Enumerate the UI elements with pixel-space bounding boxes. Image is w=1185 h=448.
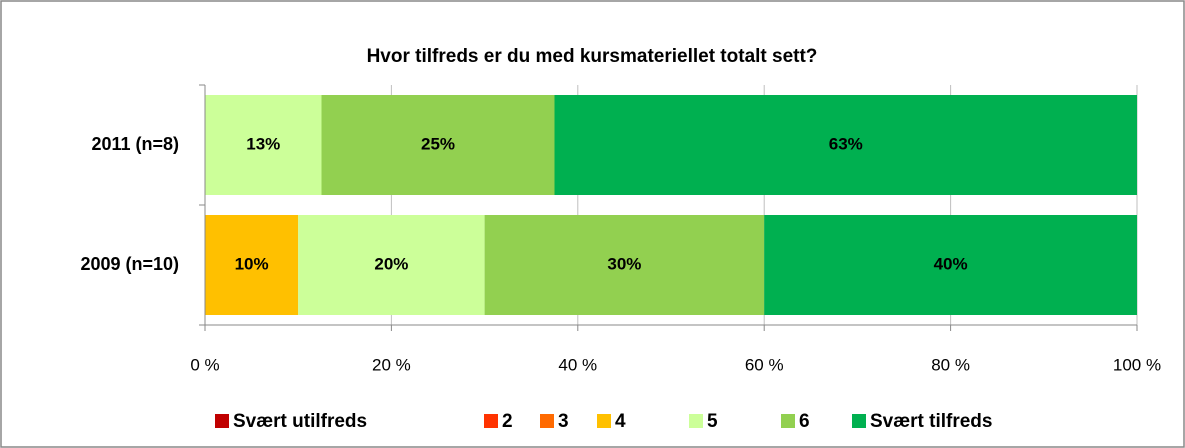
- bar-segment: [205, 215, 299, 315]
- x-tick-label: 60 %: [745, 355, 784, 374]
- data-label: 10%: [235, 254, 269, 273]
- legend-swatch: [215, 414, 229, 428]
- data-label: 13%: [246, 134, 280, 153]
- chart-title: Hvor tilfreds er du med kursmateriellet …: [367, 46, 818, 67]
- x-tick-label: 80 %: [931, 355, 970, 374]
- data-label: 20%: [374, 254, 408, 273]
- legend-label: 3: [558, 411, 569, 432]
- bar-segment: [764, 215, 1137, 315]
- y-tick-label: 2009 (n=10): [80, 254, 179, 274]
- legend-swatch: [689, 414, 703, 428]
- legend-label: 6: [799, 411, 810, 432]
- data-label: 25%: [421, 134, 455, 153]
- x-tick-label: 40 %: [558, 355, 597, 374]
- legend-label: Svært utilfreds: [233, 411, 367, 432]
- bar-segment: [321, 95, 555, 195]
- legend-label: 5: [707, 411, 718, 432]
- x-tick-label: 20 %: [372, 355, 411, 374]
- legend-label: 4: [615, 411, 626, 432]
- x-tick-label: 0 %: [190, 355, 219, 374]
- bar-segment: [205, 95, 322, 195]
- legend-swatch: [852, 414, 866, 428]
- x-tick-label: 100 %: [1113, 355, 1161, 374]
- legend-label: Svært tilfreds: [870, 411, 992, 432]
- legend-swatch: [540, 414, 554, 428]
- legend-swatch: [781, 414, 795, 428]
- data-label: 30%: [607, 254, 641, 273]
- bar-segment: [298, 215, 485, 315]
- bar-segment: [554, 95, 1137, 195]
- legend-swatch: [597, 414, 611, 428]
- legend-label: 2: [502, 411, 513, 432]
- legend-swatch: [484, 414, 498, 428]
- data-label: 40%: [934, 254, 968, 273]
- y-tick-label: 2011 (n=8): [91, 134, 179, 154]
- bar-segment: [484, 215, 765, 315]
- data-label: 63%: [829, 134, 863, 153]
